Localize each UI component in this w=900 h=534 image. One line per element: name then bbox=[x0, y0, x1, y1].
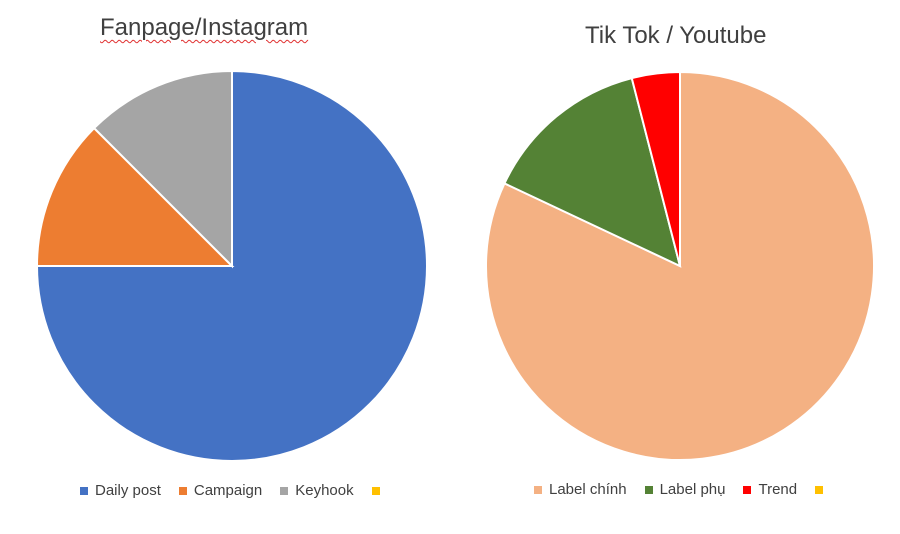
chart-title-fanpage: Fanpage/Instagram bbox=[100, 14, 309, 41]
legend-swatch bbox=[644, 485, 653, 494]
pie-slice-label-phu bbox=[503, 76, 682, 268]
pie-slice-keyhook bbox=[92, 69, 233, 269]
legend-item-daily-post: Daily post bbox=[80, 482, 161, 499]
legend-label: Trend bbox=[758, 481, 798, 498]
legend-item-blank bbox=[371, 486, 380, 495]
legend-item-keyhook: Keyhook bbox=[280, 482, 354, 499]
legend-label: Keyhook bbox=[295, 482, 354, 499]
legend-swatch bbox=[743, 485, 752, 494]
pie-slice-daily-post bbox=[35, 69, 428, 462]
legend-item-campaign: Campaign bbox=[178, 482, 263, 499]
legend-item-label-phu: Label phụ bbox=[644, 481, 726, 498]
legend-item-label-chinh: Label chính bbox=[534, 481, 627, 498]
legend-swatch bbox=[534, 485, 542, 494]
legend-label: Label chính bbox=[549, 481, 627, 498]
pie-slice-campaign bbox=[35, 126, 235, 267]
legend-swatch bbox=[178, 486, 187, 495]
legend-label: Daily post bbox=[95, 482, 161, 499]
legend-item-blank bbox=[815, 485, 824, 494]
chart-title-tiktok: Tik Tok / Youtube bbox=[585, 22, 767, 49]
legend-swatch bbox=[80, 486, 88, 495]
pie-slice-trend bbox=[630, 70, 681, 267]
pie-fanpage-instagram bbox=[35, 69, 428, 462]
legend-swatch bbox=[280, 486, 289, 495]
legend-item-trend: Trend bbox=[743, 481, 797, 498]
legend-tiktok: Label chính Label phụ Trend bbox=[534, 481, 824, 498]
pie-tiktok-youtube bbox=[485, 70, 875, 461]
legend-swatch bbox=[371, 486, 380, 495]
legend-label: Campaign bbox=[193, 482, 263, 499]
legend-fanpage: Daily post Campaign Keyhook bbox=[80, 482, 380, 499]
legend-swatch bbox=[815, 485, 824, 494]
legend-label: Label phụ bbox=[659, 481, 726, 498]
